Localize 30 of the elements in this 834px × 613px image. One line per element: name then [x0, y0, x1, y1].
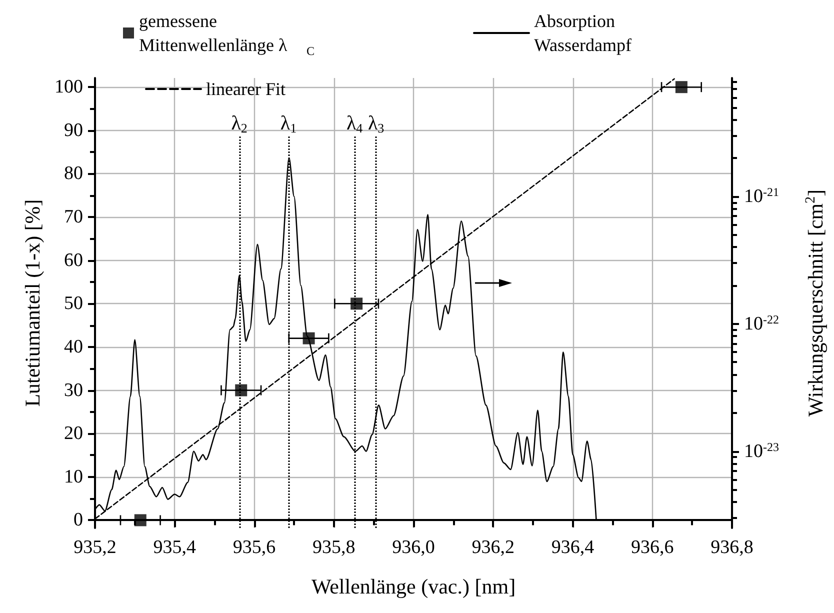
x-tick-label: 936,2	[472, 537, 514, 558]
x-tick-label: 935,4	[153, 537, 196, 558]
point	[302, 332, 315, 344]
y-tick-label: 20	[64, 423, 83, 444]
y-axis-title: Lutetiumanteil (1-x) [%]	[20, 199, 44, 407]
x-tick-label: 936,8	[710, 537, 754, 558]
x-tick-label: 935,8	[312, 537, 356, 558]
y-tick-label: 60	[64, 250, 83, 271]
y-tick-label: 30	[64, 380, 83, 401]
y-tick-label: 40	[64, 336, 83, 358]
point	[350, 298, 363, 310]
y-tick-label: 0	[74, 510, 83, 531]
x-axis-title: Wellenlänge (vac.) [nm]	[311, 574, 516, 598]
y-tick-label: 10	[64, 466, 83, 488]
legend-label: linearer Fit	[206, 79, 286, 99]
y-tick-label: 100	[54, 76, 83, 98]
x-tick-label: 935,6	[232, 537, 276, 558]
legend-label: Absorption Wasserdampf	[534, 11, 632, 55]
x-tick-label: 936,6	[631, 537, 674, 558]
y-tick-label: 70	[64, 206, 83, 228]
y-tick-label: 80	[64, 163, 83, 184]
y-tick-label: 90	[64, 120, 83, 141]
point	[235, 384, 248, 396]
y2-axis-title: Wirkungsquerschnitt [cm2]	[804, 189, 828, 417]
y-tick-label: 50	[64, 293, 83, 314]
x-tick-label: 936,4	[551, 537, 595, 558]
point	[134, 514, 146, 526]
point	[675, 81, 688, 94]
x-tick-label: 936,0	[392, 537, 435, 558]
x-tick-label: 935,2	[74, 537, 116, 558]
